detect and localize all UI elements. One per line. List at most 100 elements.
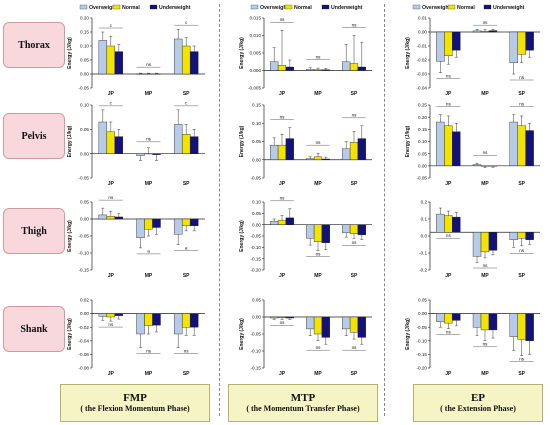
bar-underweight-mp [488,30,498,33]
bar-overweight-jp [270,144,279,160]
chart-mtp-pelvis: -0.05 0.00 0.05 0.10 0.15 Energy (J/kg) JP ns MP… [239,103,372,187]
y-tick-label: -0.05 [251,176,262,181]
y-tick-label: -0.15 [251,366,262,371]
x-tick-label: JP [279,371,286,377]
significance-label: ns [316,252,322,257]
y-tick-label: 0.00 [80,72,89,77]
chart-ep-thigh: -0.2 -0.1 0.0 0.1 0.2 JP ns MP ns SP ns [419,200,540,279]
bar-normal-mp [480,313,490,331]
bar-overweight-jp [98,214,108,220]
significance-label: ns [146,348,152,353]
y-tick-label: -0.10 [79,251,90,256]
y-axis-label: Energy (J/kg) [239,37,245,69]
bar-overweight-jp [98,40,108,75]
bar-overweight-sp [509,31,518,63]
bar-overweight-mp [472,313,482,328]
bar-normal-sp [517,31,526,55]
y-tick-label: 0.05 [252,298,261,303]
y-tick-label: 0.00 [80,151,89,156]
x-tick-label: JP [108,273,115,279]
bar-normal-mp [313,69,323,71]
bar-overweight-mp [472,30,482,33]
x-tick-label: SP [518,91,525,97]
bar-normal-sp [181,313,191,328]
bar-underweight-sp [189,136,199,154]
x-tick-label: SP [351,181,358,187]
y-tick-label: 0.00 [418,311,427,316]
chart-mtp-thorax: -0.005 0.000 0.005 0.010 0.015 Energy (J/kg) J… [239,16,372,97]
y-tick-label: -0.10 [251,349,262,354]
bar-overweight-jp [436,121,445,167]
x-tick-label: MP [314,371,322,377]
x-tick-label: MP [481,91,489,97]
significance-label: ns [483,20,489,25]
legend-label-normal: Normal [122,5,140,11]
bar-normal-sp [349,316,359,333]
bar-overweight-jp [436,213,445,233]
bar-overweight-jp [270,316,279,319]
chart-mtp-thigh: -0.20 -0.15 -0.10 -0.05 0.00 0.05 0.10 Energy (… [239,196,372,279]
phase-full: ( the Flexion Momentum Phase) [80,404,190,413]
bar-normal-mp [313,156,323,160]
legend-label-overweight: Overweight [260,5,289,11]
y-tick-label: -0.15 [417,352,428,357]
significance-label: a [147,249,150,254]
bar-underweight-jp [452,313,461,321]
x-tick-label: JP [279,91,286,97]
bar-underweight-jp [114,136,124,154]
bar-overweight-mp [306,316,315,330]
chart-fmp-shank: -0.08 -0.06 -0.04 -0.02 0.00 0.02 Energy (J/kg… [67,298,205,377]
chart-fmp-pelvis: -0.05 0.00 0.05 0.10 Energy (J/kg) JP c MP ns SP c [67,101,205,187]
x-tick-label: MP [314,181,322,187]
significance-label: ns [280,17,286,22]
bar-overweight-jp [270,221,279,225]
bar-underweight-sp [525,232,534,240]
y-tick-label: -0.20 [417,366,428,371]
y-tick-label: 0.05 [252,139,261,144]
chart-ep-shank: -0.20 -0.15 -0.10 -0.05 0.00 0.05 Energy (J/kg… [405,298,540,377]
significance-label: ns [352,240,358,245]
y-tick-label: -0.10 [251,245,262,250]
bar-underweight-sp [189,218,199,227]
y-tick-label: 0.25 [418,103,427,108]
x-tick-label: JP [445,91,452,97]
bar-normal-jp [277,316,287,318]
bar-underweight-mp [321,316,330,338]
legend-label-underweight: Underweight [159,5,191,11]
significance-label: a [185,245,188,250]
bar-underweight-mp [488,313,498,331]
x-tick-label: SP [183,273,190,279]
significance-label: ns [483,342,489,347]
y-tick-label: 0.15 [80,30,89,35]
bar-underweight-jp [452,131,461,167]
y-tick-label: -0.05 [417,176,428,181]
y-tick-label: -0.02 [417,58,428,63]
significance-label: ns [146,62,152,67]
y-tick-label: 0.15 [252,103,261,108]
y-axis-label: Energy (J/kg) [239,318,245,350]
bar-overweight-sp [509,313,518,337]
bar-normal-jp [277,144,287,160]
bar-normal-sp [181,218,191,227]
significance-label: ns [352,22,358,27]
bar-underweight-jp [114,216,124,220]
significance-label: ns [108,322,114,327]
significance-label: ns [146,137,152,142]
bar-normal-mp [144,218,153,230]
chart-fmp-thigh: -0.15 -0.10 -0.05 0.00 0.05 Energy (J/kg) JP ns… [67,195,205,279]
bar-normal-jp [444,215,453,233]
bar-underweight-mp [321,69,330,71]
x-tick-label: MP [481,371,489,377]
bar-normal-mp [480,30,490,33]
bar-normal-jp [444,125,453,167]
significance-label: ns [446,233,452,238]
y-tick-label: 0.20 [80,16,89,21]
bar-overweight-jp [436,31,445,62]
bar-underweight-jp [285,138,294,160]
x-tick-label: SP [183,371,190,377]
bar-underweight-mp [152,218,161,228]
y-tick-label: 0.05 [80,127,89,132]
x-tick-label: MP [145,91,153,97]
y-tick-label: -0.05 [417,325,428,330]
significance-label: ns [316,345,322,350]
